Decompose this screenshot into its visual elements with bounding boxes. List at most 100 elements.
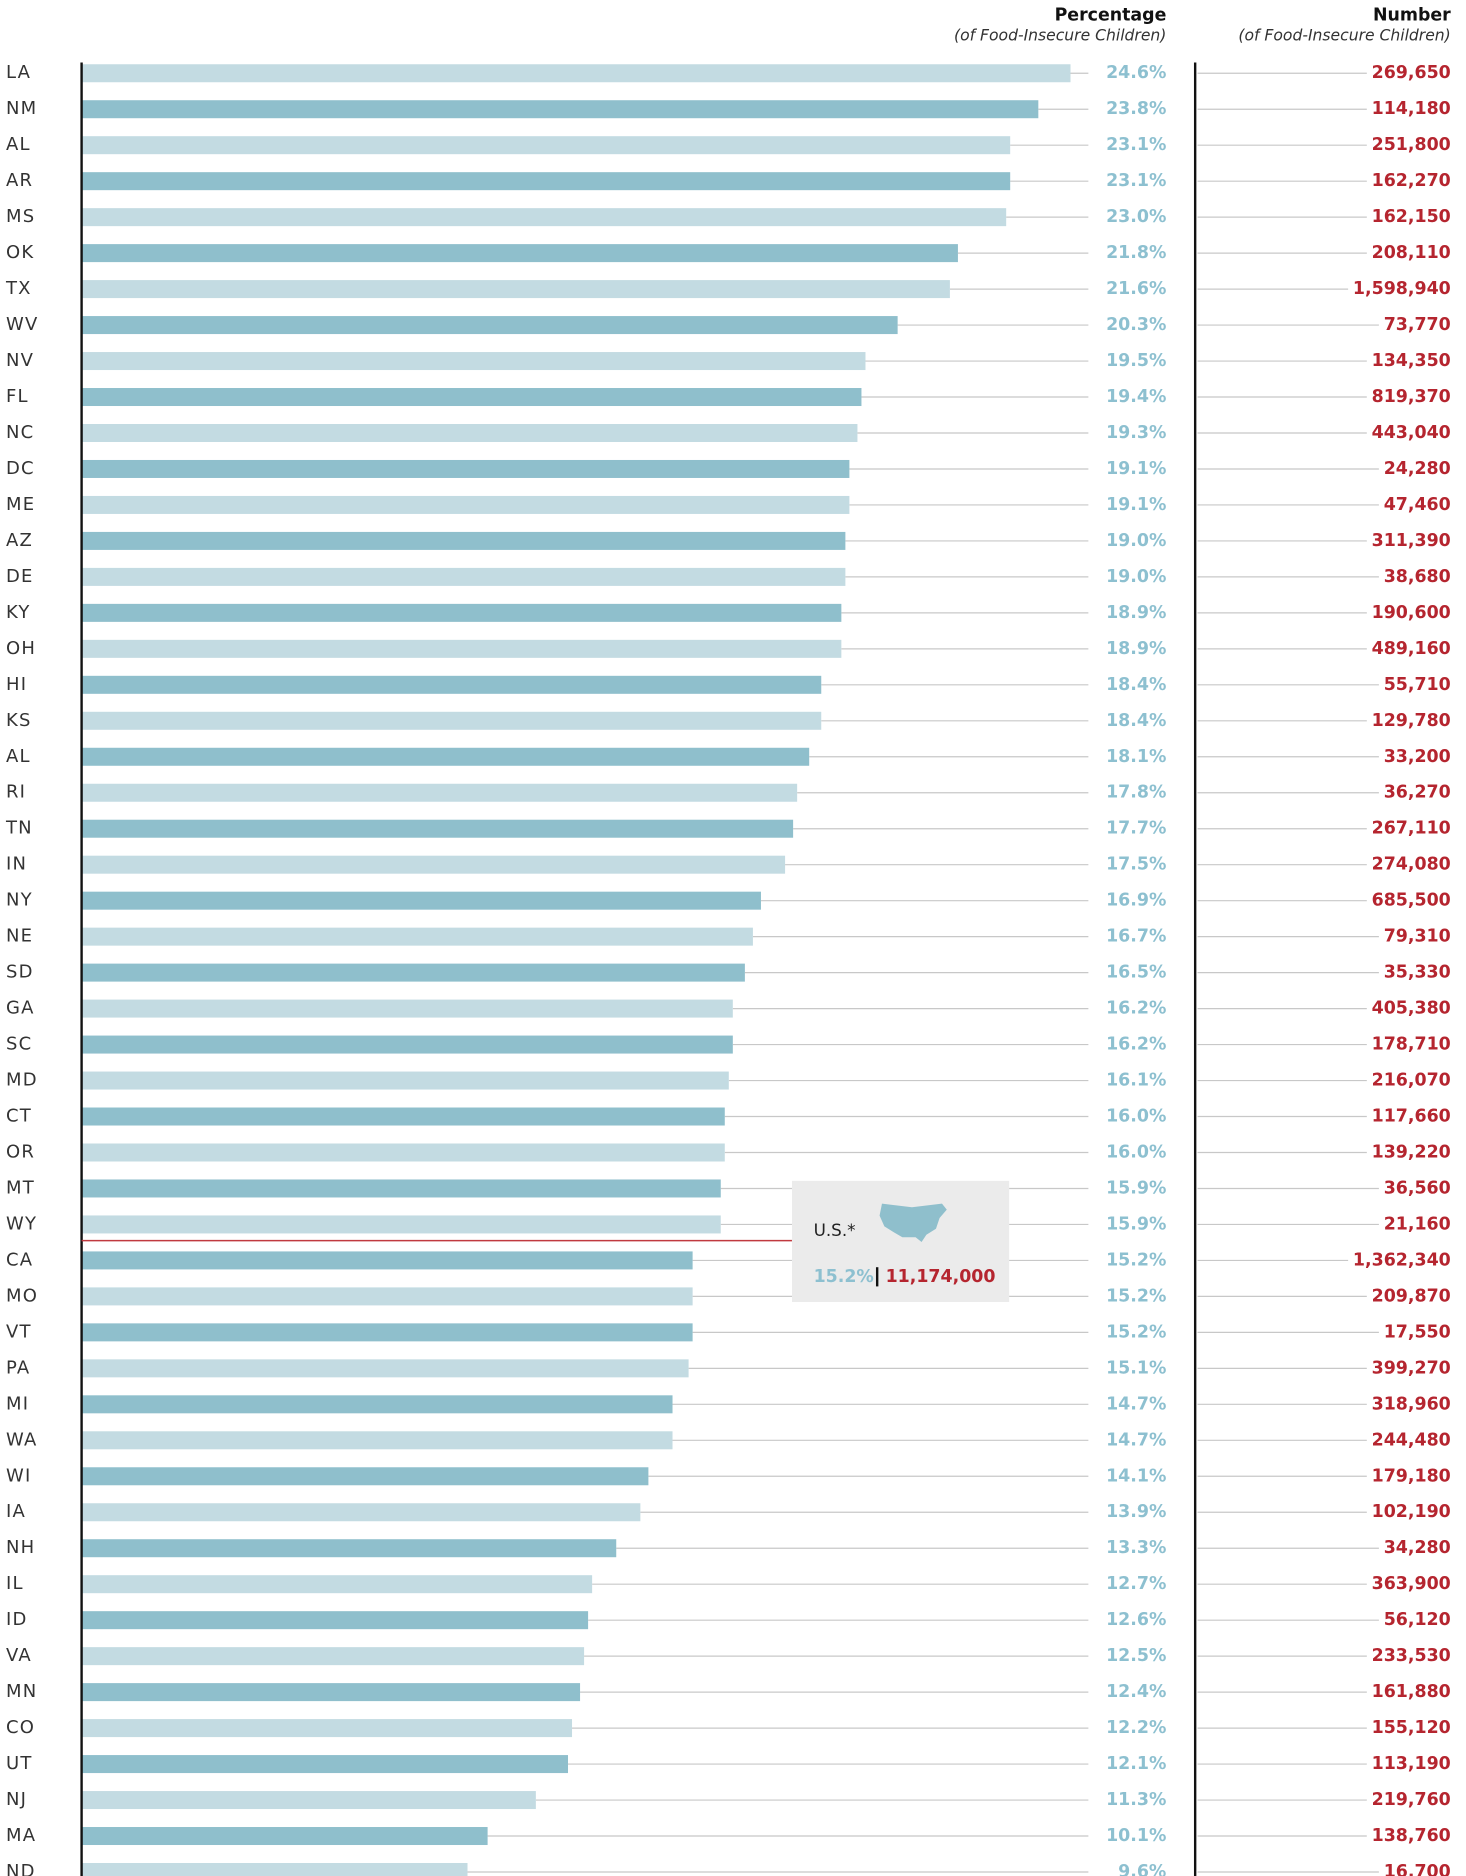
number-label: 36,560 xyxy=(1384,1178,1451,1198)
number-label: 56,120 xyxy=(1384,1610,1451,1630)
number-label: 489,160 xyxy=(1372,639,1451,659)
state-label: NJ xyxy=(6,1789,27,1810)
state-label: WV xyxy=(6,314,39,335)
state-label: AL xyxy=(6,134,31,155)
state-label: LA xyxy=(6,62,31,83)
bar xyxy=(81,352,866,371)
state-label: VA xyxy=(6,1645,32,1666)
number-label: 17,550 xyxy=(1384,1322,1451,1342)
state-label: SD xyxy=(6,962,34,983)
state-label: WY xyxy=(6,1213,37,1234)
percentage-label: 14.7% xyxy=(1106,1394,1166,1414)
bar xyxy=(81,1503,641,1522)
bar xyxy=(81,567,846,586)
number-label: 251,800 xyxy=(1372,135,1451,155)
callout-box xyxy=(791,1180,1010,1303)
percentage-label: 12.4% xyxy=(1106,1682,1166,1702)
percentage-header: Percentage xyxy=(1055,6,1167,26)
bar xyxy=(81,1539,617,1558)
state-label: NM xyxy=(6,98,37,119)
number-label: 1,598,940 xyxy=(1353,279,1451,299)
bar xyxy=(81,819,794,838)
state-label: DC xyxy=(6,458,35,479)
bar xyxy=(81,1827,488,1846)
bar xyxy=(81,1107,725,1126)
number-label: 216,070 xyxy=(1372,1071,1451,1091)
bar xyxy=(81,711,822,730)
number-label: 443,040 xyxy=(1372,423,1451,443)
number-label: 363,900 xyxy=(1372,1574,1451,1594)
percentage-label: 19.5% xyxy=(1106,351,1166,371)
number-label: 209,870 xyxy=(1372,1286,1451,1306)
percentage-label: 10.1% xyxy=(1106,1826,1166,1846)
bar xyxy=(81,100,1039,119)
number-subheader: (of Food-Insecure Children) xyxy=(1238,27,1450,45)
bar xyxy=(81,1431,673,1450)
percentage-label: 14.1% xyxy=(1106,1466,1166,1486)
bar xyxy=(81,783,798,802)
number-label: 274,080 xyxy=(1372,855,1451,875)
bar xyxy=(81,172,1011,191)
percentage-label: 12.1% xyxy=(1106,1754,1166,1774)
number-label: 138,760 xyxy=(1372,1826,1451,1846)
number-label: 47,460 xyxy=(1384,495,1451,515)
percentage-label: 14.7% xyxy=(1106,1430,1166,1450)
number-label: 21,160 xyxy=(1384,1214,1451,1234)
bar xyxy=(81,316,898,335)
bar xyxy=(81,1323,693,1342)
percentage-label: 16.2% xyxy=(1106,999,1166,1019)
bar xyxy=(81,1862,468,1876)
state-label: MT xyxy=(6,1177,35,1198)
percentage-label: 21.8% xyxy=(1106,243,1166,263)
state-label: WA xyxy=(6,1429,38,1450)
number-label: 1,362,340 xyxy=(1353,1250,1451,1270)
state-label: MA xyxy=(6,1825,36,1846)
percentage-label: 15.2% xyxy=(1106,1286,1166,1306)
bar xyxy=(81,1035,733,1054)
number-label: 162,270 xyxy=(1372,171,1451,191)
percentage-label: 18.9% xyxy=(1106,639,1166,659)
us-number: 11,174,000 xyxy=(886,1267,996,1287)
percentage-label: 9.6% xyxy=(1118,1862,1166,1876)
state-label: ID xyxy=(6,1609,28,1630)
percentage-label: 13.3% xyxy=(1106,1538,1166,1558)
state-label: ND xyxy=(6,1861,36,1876)
number-label: 16,700 xyxy=(1384,1862,1451,1876)
number-label: 219,760 xyxy=(1372,1790,1451,1810)
percentage-label: 16.0% xyxy=(1106,1107,1166,1127)
number-label: 190,600 xyxy=(1372,603,1451,623)
number-label: 55,710 xyxy=(1384,675,1451,695)
bar xyxy=(81,1143,725,1162)
percentage-label: 17.5% xyxy=(1106,855,1166,875)
state-label: CO xyxy=(6,1717,35,1738)
state-label: OK xyxy=(6,242,34,263)
percentage-label: 15.1% xyxy=(1106,1358,1166,1378)
us-callout: U.S.* 15.2% 11,174,000 xyxy=(791,1180,1010,1303)
bar xyxy=(81,1575,593,1594)
percentage-label: 21.6% xyxy=(1106,279,1166,299)
state-label: CA xyxy=(6,1249,33,1270)
number-header: Number xyxy=(1373,6,1451,26)
state-label: MN xyxy=(6,1681,37,1702)
percentage-label: 16.0% xyxy=(1106,1142,1166,1162)
number-label: 36,270 xyxy=(1384,783,1451,803)
state-label: DE xyxy=(6,566,34,587)
us-map-icon xyxy=(879,1203,947,1243)
number-label: 208,110 xyxy=(1372,243,1451,263)
state-label: NV xyxy=(6,350,34,371)
state-label: ME xyxy=(6,494,35,515)
state-label: MD xyxy=(6,1070,38,1091)
number-label: 178,710 xyxy=(1372,1035,1451,1055)
state-label: NH xyxy=(6,1537,35,1558)
bar xyxy=(81,388,862,407)
state-label: NC xyxy=(6,422,34,443)
number-label: 129,780 xyxy=(1372,711,1451,731)
number-label: 269,650 xyxy=(1372,63,1451,83)
number-label: 35,330 xyxy=(1384,963,1451,983)
bar xyxy=(81,1791,536,1810)
percentage-label: 16.2% xyxy=(1106,1035,1166,1055)
percentage-label: 15.2% xyxy=(1106,1250,1166,1270)
bar xyxy=(81,1179,721,1198)
state-label: TN xyxy=(5,818,33,839)
